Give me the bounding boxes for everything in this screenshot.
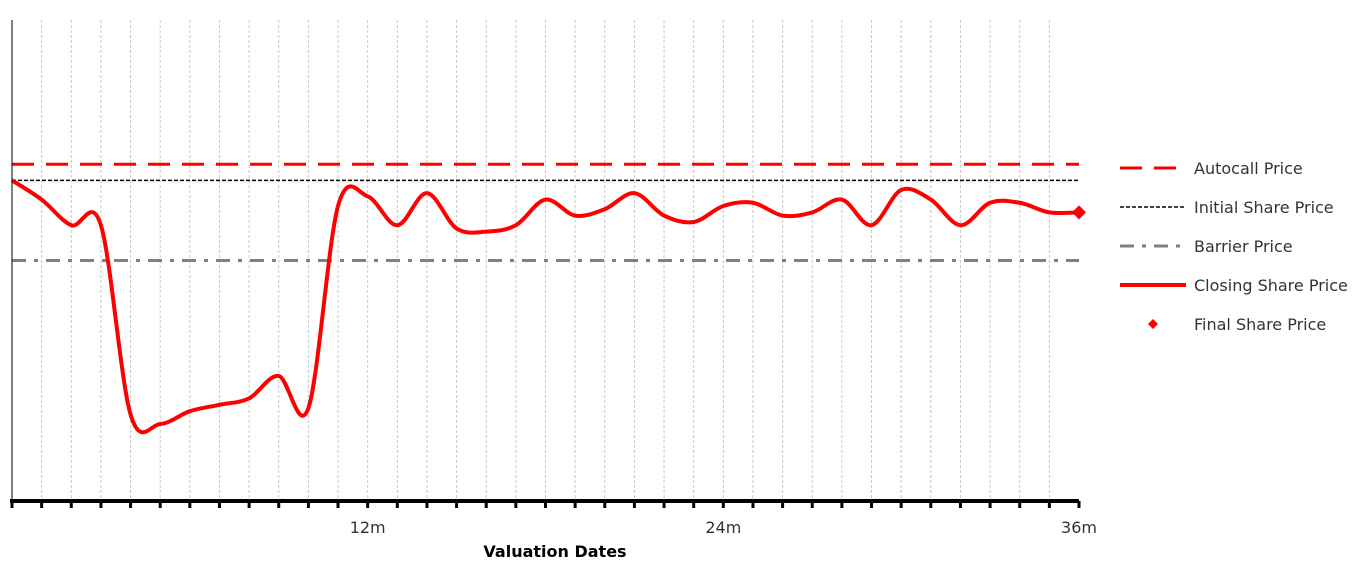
legend-swatch	[1148, 319, 1158, 329]
final-share-price-marker	[1072, 205, 1086, 220]
legend-label: Closing Share Price	[1194, 276, 1348, 295]
x-axis	[10, 20, 1081, 508]
legend-label: Barrier Price	[1194, 237, 1293, 256]
x-tick-label: 36m	[1061, 518, 1097, 537]
legend-label: Autocall Price	[1194, 159, 1303, 178]
legend-item: Initial Share Price	[1120, 198, 1334, 217]
closing-share-price-line	[10, 178, 1080, 435]
legend-item: Autocall Price	[1120, 159, 1303, 178]
legend-label: Initial Share Price	[1194, 198, 1334, 217]
x-tick-label: 24m	[705, 518, 741, 537]
legend: Autocall Price Initial Share Price Barrier…	[1120, 159, 1348, 334]
series-lines	[10, 178, 1086, 435]
legend-item: Barrier Price	[1120, 237, 1293, 256]
x-tick-labels: 12m 24m 36m	[350, 518, 1097, 537]
x-axis-title: Valuation Dates	[483, 542, 626, 561]
reference-lines	[12, 162, 1079, 262]
x-tick-label: 12m	[350, 518, 386, 537]
legend-item: Closing Share Price	[1120, 276, 1348, 295]
legend-item: Final Share Price	[1148, 315, 1326, 334]
legend-label: Final Share Price	[1194, 315, 1326, 334]
